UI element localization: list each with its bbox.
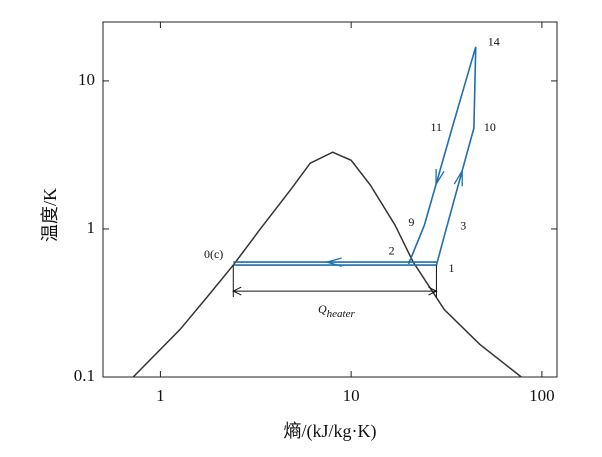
x-tick-label: 100 bbox=[529, 386, 555, 405]
point-label: 0(c) bbox=[204, 247, 223, 261]
arrow bbox=[324, 257, 342, 267]
point-label: 3 bbox=[460, 219, 466, 233]
series-line bbox=[233, 46, 477, 266]
x-tick-label: 10 bbox=[343, 386, 360, 405]
y-tick-label: 10 bbox=[78, 70, 95, 89]
q-label: Qheater bbox=[318, 302, 355, 320]
arrow bbox=[435, 168, 445, 187]
plot-frame bbox=[102, 21, 558, 378]
point-label: 9 bbox=[408, 215, 414, 229]
x-tick-label: 1 bbox=[156, 386, 165, 405]
point-label: 2 bbox=[389, 244, 395, 258]
series-line bbox=[132, 151, 522, 378]
y-axis-label: 温度/K bbox=[40, 188, 60, 242]
point-label: 14 bbox=[488, 35, 500, 49]
bracket-head bbox=[232, 286, 242, 296]
q-subscript: heater bbox=[327, 308, 356, 320]
q-text: Q bbox=[318, 302, 327, 316]
arrow bbox=[453, 168, 463, 187]
y-tick-label: 1 bbox=[87, 218, 96, 237]
x-axis-label: 熵/(kJ/kg·K) bbox=[284, 421, 377, 442]
y-tick-label: 0.1 bbox=[74, 366, 95, 385]
point-label: 10 bbox=[484, 120, 496, 134]
bracket-head bbox=[428, 286, 438, 296]
point-label: 1 bbox=[448, 261, 454, 275]
point-label: 11 bbox=[430, 120, 442, 134]
